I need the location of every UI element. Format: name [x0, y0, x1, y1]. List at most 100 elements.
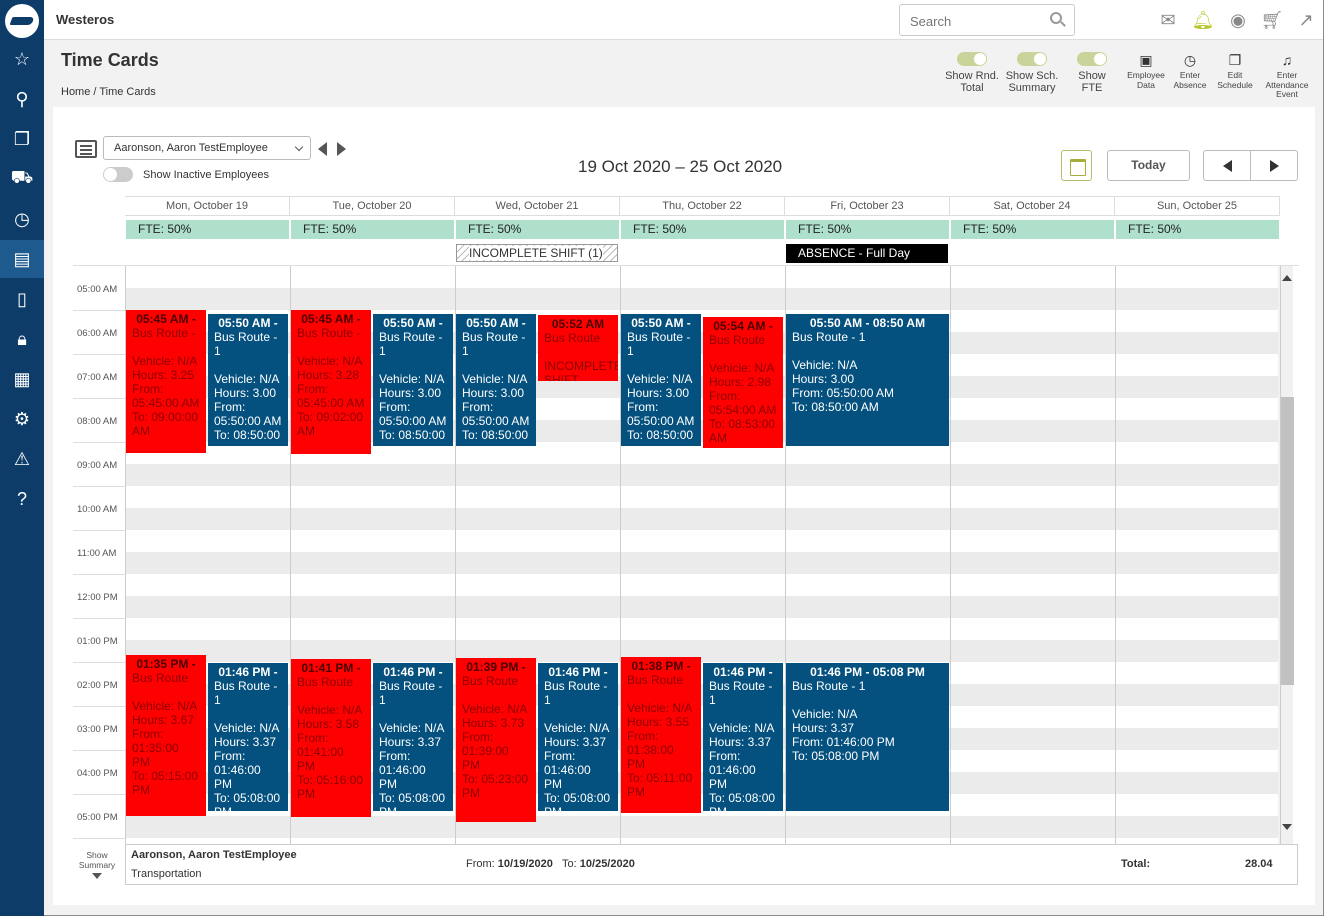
previous-week-button[interactable]	[1203, 150, 1251, 181]
search-box[interactable]	[899, 4, 1075, 36]
calendar-picker-button[interactable]	[1061, 150, 1092, 181]
scrollbar-thumb[interactable]	[1280, 397, 1294, 685]
shift-event-line: From:	[214, 748, 246, 763]
shift-event[interactable]: 01:46 PM - Bus Route -1 Vehicle: N/A Hours…	[373, 662, 453, 811]
shift-event[interactable]: 01:35 PM - Bus Route Vehicle: N/A Hours: 3…	[126, 654, 206, 816]
shift-event-line: Bus Route	[297, 675, 354, 690]
employee-data-button[interactable]: ▣ Employee Data	[1127, 52, 1165, 90]
app-logo[interactable]	[5, 4, 39, 38]
tablet-icon[interactable]: ▯	[17, 288, 27, 309]
employee-select[interactable]: Aaronson, Aaron TestEmployee	[103, 136, 311, 160]
search-icon[interactable]	[1050, 12, 1062, 24]
chevron-down-icon	[294, 142, 304, 152]
shift-event[interactable]: 05:50 AM - Bus Route -1 Vehicle: N/A Hours…	[373, 313, 453, 446]
shift-event-line: 1	[709, 692, 716, 707]
show-inactive-label: Show Inactive Employees	[143, 169, 269, 181]
shift-event-line: PM	[544, 805, 612, 811]
shift-event[interactable]: 01:46 PM - Bus Route -1 Vehicle: N/A Hours…	[208, 662, 288, 811]
shift-event[interactable]: 05:50 AM - Bus Route -1 Vehicle: N/A Hours…	[621, 313, 701, 446]
location-icon[interactable]: ⚲	[15, 88, 29, 109]
next-employee-button[interactable]	[337, 142, 346, 156]
toggle-switch[interactable]	[1077, 52, 1107, 66]
shift-event-line: 01:39:00 PM	[462, 743, 513, 772]
shift-event[interactable]: 05:45 AM - Bus Route - Vehicle: N/A Hours:…	[291, 310, 371, 455]
shift-event[interactable]: 01:39 PM - Bus Route Vehicle: N/A Hours: 3…	[456, 657, 536, 822]
help-icon[interactable]: ?	[16, 488, 27, 509]
show-summary-toggle[interactable]: Show Summary	[75, 850, 119, 879]
shift-event[interactable]: 05:45 AM - Bus Route - Vehicle: N/A Hours:…	[126, 310, 206, 453]
fte-badge: FTE: 50%	[126, 220, 289, 239]
timecard-icon[interactable]: ▤	[0, 240, 44, 278]
shift-event-line: Hours: 3.00	[792, 371, 855, 386]
shift-event-line: PM	[379, 805, 447, 811]
week-calendar: Mon, October 19 FTE: 50% Tue, October 20 FT…	[73, 196, 1299, 846]
enter-attendance-event-button[interactable]: ♫ Enter Attendance Event	[1265, 52, 1309, 99]
mail-icon[interactable]: ✉	[1160, 9, 1176, 30]
summary-bar: Aaronson, Aaron TestEmployee Transportat…	[125, 844, 1298, 885]
hour-tick	[73, 310, 125, 311]
shift-event[interactable]: 05:52 AM Bus Route INCOMPLETE SHIFT	[538, 315, 618, 382]
shift-event-line: Hours: 3.25	[132, 368, 195, 382]
search-input[interactable]	[910, 12, 1040, 30]
shift-event-line: Hours: 3.37	[544, 734, 607, 749]
shift-event-line	[214, 707, 282, 721]
chevron-down-icon	[92, 873, 102, 879]
cart-icon[interactable]: 🛒︎	[1260, 9, 1284, 30]
toggle-show-sch-summary[interactable]: Show Sch. Summary	[1001, 52, 1063, 94]
user-icon[interactable]: ◉	[1230, 9, 1246, 30]
gear-icon[interactable]: ⚙	[13, 408, 31, 429]
today-button[interactable]: Today	[1107, 150, 1190, 181]
documents-icon[interactable]: ❐	[13, 128, 31, 149]
next-week-button[interactable]	[1250, 150, 1298, 181]
lock-icon[interactable]: 🔒︎	[17, 328, 27, 349]
shift-event[interactable]: 05:50 AM - Bus Route -1 Vehicle: N/A Hours…	[456, 313, 536, 446]
toggle-show-fte[interactable]: Show FTE	[1069, 52, 1115, 94]
toggle-show-rnd-total[interactable]: Show Rnd. Total	[942, 52, 1002, 94]
show-inactive-toggle[interactable]	[103, 167, 133, 182]
shift-event[interactable]: 01:38 PM - Bus Route Vehicle: N/A Hours: 3…	[621, 656, 701, 814]
shift-event[interactable]: 01:46 PM - Bus Route -1 Vehicle: N/A Hours…	[538, 662, 618, 811]
previous-employee-button[interactable]	[318, 142, 327, 156]
bus-icon[interactable]: ⛟	[10, 167, 34, 187]
shift-event-line: Bus Route -	[214, 329, 278, 344]
enter-absence-button[interactable]: ◷ Enter Absence	[1173, 52, 1207, 90]
star-icon[interactable]: ☆	[13, 48, 31, 69]
shift-event-title: 01:38 PM -	[631, 658, 691, 673]
list-view-icon[interactable]	[75, 140, 97, 158]
day-header: Sun, October 25	[1115, 196, 1280, 216]
toggle-switch[interactable]	[1017, 52, 1047, 66]
scroll-up-arrow[interactable]	[1282, 275, 1292, 281]
shift-event-line: Vehicle: N/A	[132, 698, 198, 713]
scroll-down-arrow[interactable]	[1282, 824, 1292, 830]
toggle-switch[interactable]	[957, 52, 987, 66]
shift-event-line: Bus Route	[132, 670, 189, 685]
shift-event-title: 01:46 PM - 05:08 PM	[810, 664, 925, 679]
calendar-icon[interactable]: ▦	[13, 368, 31, 389]
shift-event[interactable]: 01:46 PM - 05:08 PM Bus Route - 1 Vehicle…	[786, 662, 949, 811]
warning-icon[interactable]: ⚠	[13, 448, 31, 469]
shift-event-title: 01:41 PM -	[301, 661, 361, 676]
shift-event-line: 1	[462, 343, 469, 358]
page-header: Time Cards Home / Time Cards Show Rnd. T…	[44, 40, 1323, 106]
shift-event-title: 05:45 AM -	[136, 312, 196, 326]
shift-event-line: Vehicle: N/A	[792, 357, 858, 372]
shift-event-line: To: 08:50:00	[462, 427, 529, 442]
absence-tag[interactable]: ABSENCE - Full Day	[786, 244, 948, 263]
external-link-icon[interactable]: ↗	[1298, 9, 1314, 30]
hour-label: 06:00 AM	[77, 328, 118, 339]
shift-event[interactable]: 01:46 PM - Bus Route -1 Vehicle: N/A Hours…	[703, 662, 783, 811]
shift-event-line: Vehicle: N/A	[132, 354, 198, 368]
shift-event-line: SHIFT	[544, 373, 579, 382]
shift-event-line: From:	[544, 748, 576, 763]
bell-icon[interactable]: 🔔︎	[1191, 9, 1215, 30]
incomplete-shift-tag[interactable]: INCOMPLETE SHIFT (1)	[456, 244, 618, 262]
shift-event[interactable]: 01:41 PM - Bus Route Vehicle: N/A Hours: 3…	[291, 659, 371, 817]
shift-event[interactable]: 05:50 AM - Bus Route -1 Vehicle: N/A Hours…	[208, 313, 288, 446]
edit-schedule-button[interactable]: ❐ Edit Schedule	[1217, 52, 1253, 90]
shift-event[interactable]: 05:54 AM - Bus Route Vehicle: N/A Hours: 2…	[703, 316, 783, 448]
shift-event[interactable]: 05:50 AM - 08:50 AM Bus Route - 1 Vehicle…	[786, 313, 949, 446]
clock-icon[interactable]: ◷	[14, 208, 30, 229]
fte-badge: FTE: 50%	[621, 220, 784, 239]
time-grid[interactable]: 05:00 AM 06:00 AM 07:00 AM 08:00 AM 09:00 AM…	[73, 266, 1299, 846]
breadcrumb-home[interactable]: Home	[61, 86, 91, 98]
